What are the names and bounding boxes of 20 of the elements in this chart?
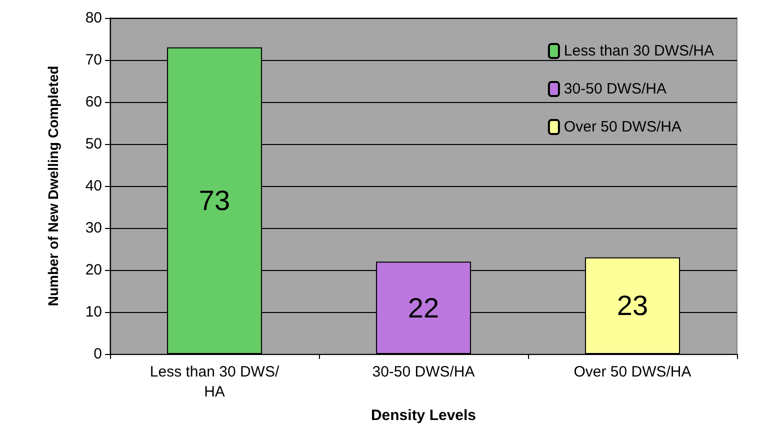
data-label: 23 <box>616 290 648 322</box>
x-tick-label: Less than 30 DWS/HA <box>150 364 280 400</box>
legend-label: Over 50 DWS/HA <box>564 118 682 136</box>
y-tick-label: 10 <box>85 304 102 320</box>
y-tick-label: 0 <box>94 346 102 362</box>
data-label: 22 <box>408 292 440 324</box>
y-tick-label: 30 <box>85 220 102 236</box>
y-tick-label: 70 <box>85 52 102 68</box>
y-tick-label: 80 <box>85 10 102 26</box>
data-label: 73 <box>198 185 230 216</box>
legend-label: Less than 30 DWS/HA <box>564 42 714 60</box>
y-tick-label: 40 <box>85 178 102 194</box>
legend-label: 30-50 DWS/HA <box>564 80 666 98</box>
y-axis-title: Number of New Dwelling Completed <box>45 66 61 306</box>
y-tick-label: 20 <box>85 262 102 278</box>
x-tick-label: Over 50 DWS/HA <box>574 364 692 380</box>
y-tick-label: 50 <box>85 136 102 152</box>
y-tick-label: 60 <box>85 94 102 110</box>
x-axis-title: Density Levels <box>370 407 476 424</box>
x-tick-label: 30-50 DWS/HA <box>372 364 475 380</box>
